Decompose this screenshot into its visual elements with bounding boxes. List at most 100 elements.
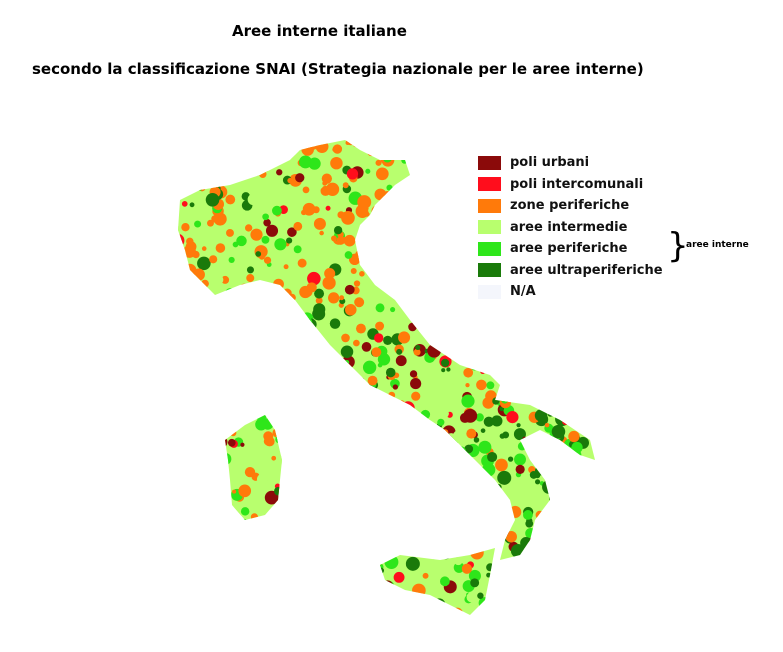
municipality-patch	[591, 463, 595, 473]
municipality-patch	[207, 616, 217, 626]
municipality-patch	[344, 359, 350, 365]
municipality-patch	[438, 444, 443, 450]
municipality-patch	[512, 562, 525, 575]
municipality-patch	[364, 402, 376, 415]
municipality-patch	[307, 416, 322, 431]
municipality-patch	[179, 316, 187, 324]
municipality-patch	[503, 330, 516, 343]
municipality-patch	[319, 230, 324, 236]
municipality-patch	[365, 617, 376, 628]
municipality-patch	[353, 133, 359, 139]
municipality-patch	[540, 570, 548, 578]
municipality-patch	[464, 318, 471, 325]
municipality-patch	[549, 601, 557, 610]
municipality-patch	[180, 405, 195, 419]
municipality-patch	[513, 428, 526, 441]
municipality-patch	[178, 570, 193, 585]
municipality-patch	[256, 522, 265, 531]
municipality-patch	[568, 430, 580, 443]
municipality-patch	[559, 568, 565, 575]
municipality-patch	[351, 553, 363, 566]
municipality-patch	[580, 326, 587, 333]
municipality-patch	[454, 556, 463, 566]
municipality-patch	[178, 539, 179, 553]
municipality-patch	[407, 140, 418, 149]
municipality-patch	[388, 241, 397, 251]
municipality-patch	[374, 277, 383, 285]
legend-item: aree intermedie	[478, 220, 627, 235]
municipality-patch	[551, 524, 559, 532]
municipality-patch	[359, 232, 365, 238]
municipality-patch	[191, 393, 204, 405]
municipality-patch	[455, 446, 466, 457]
municipality-patch	[383, 335, 393, 345]
municipality-patch	[178, 505, 180, 512]
municipality-patch	[226, 229, 234, 237]
municipality-patch	[582, 279, 595, 291]
municipality-patch	[552, 476, 565, 489]
municipality-patch	[334, 539, 347, 552]
municipality-patch	[569, 462, 583, 477]
municipality-patch	[600, 591, 604, 595]
municipality-patch	[305, 399, 317, 412]
municipality-patch	[251, 324, 265, 337]
municipality-patch	[453, 455, 459, 461]
municipality-patch	[597, 523, 610, 536]
municipality-patch	[596, 163, 607, 174]
municipality-patch	[268, 527, 275, 534]
municipality-patch	[473, 437, 480, 443]
municipality-patch	[453, 562, 465, 573]
municipality-patch	[604, 599, 610, 605]
municipality-patch	[331, 235, 337, 242]
municipality-patch	[562, 610, 577, 615]
municipality-patch	[226, 158, 233, 165]
municipality-patch	[280, 524, 288, 532]
municipality-patch	[517, 140, 524, 144]
municipality-patch	[193, 483, 204, 493]
municipality-patch	[198, 505, 213, 520]
municipality-patch	[534, 327, 547, 339]
municipality-patch	[199, 332, 205, 338]
municipality-patch	[280, 298, 293, 311]
municipality-patch	[172, 528, 177, 533]
municipality-patch	[265, 224, 279, 237]
municipality-patch	[440, 520, 447, 527]
municipality-patch	[274, 486, 283, 496]
municipality-patch	[370, 527, 384, 541]
municipality-patch	[427, 343, 441, 358]
municipality-patch	[240, 442, 245, 447]
municipality-patch	[217, 169, 228, 180]
municipality-patch	[235, 536, 242, 542]
municipality-patch	[448, 488, 456, 495]
municipality-patch	[295, 440, 307, 452]
municipality-patch	[293, 245, 302, 254]
municipality-patch	[307, 506, 321, 519]
municipality-patch	[425, 486, 432, 493]
municipality-patch	[374, 188, 387, 201]
municipality-patch	[470, 545, 484, 560]
municipality-patch	[274, 238, 287, 251]
municipality-patch	[242, 561, 249, 568]
municipality-patch	[336, 366, 349, 379]
municipality-patch	[342, 601, 348, 608]
municipality-patch	[255, 383, 262, 391]
municipality-patch	[365, 168, 371, 174]
municipality-patch	[278, 563, 290, 574]
municipality-patch	[389, 614, 402, 615]
municipality-patch	[522, 577, 527, 583]
municipality-patch	[486, 381, 495, 390]
municipality-patch	[559, 598, 574, 612]
municipality-patch	[377, 474, 392, 489]
municipality-patch	[551, 554, 565, 568]
municipality-patch	[545, 464, 558, 477]
municipality-patch	[413, 348, 421, 356]
municipality-patch	[490, 538, 498, 547]
municipality-patch	[555, 412, 570, 427]
municipality-patch	[186, 556, 196, 566]
municipality-patch	[543, 297, 554, 308]
municipality-patch	[194, 220, 202, 228]
municipality-patch	[555, 542, 568, 556]
municipality-patch	[535, 612, 549, 615]
municipality-patch	[287, 570, 292, 575]
municipality-patch	[186, 237, 194, 246]
